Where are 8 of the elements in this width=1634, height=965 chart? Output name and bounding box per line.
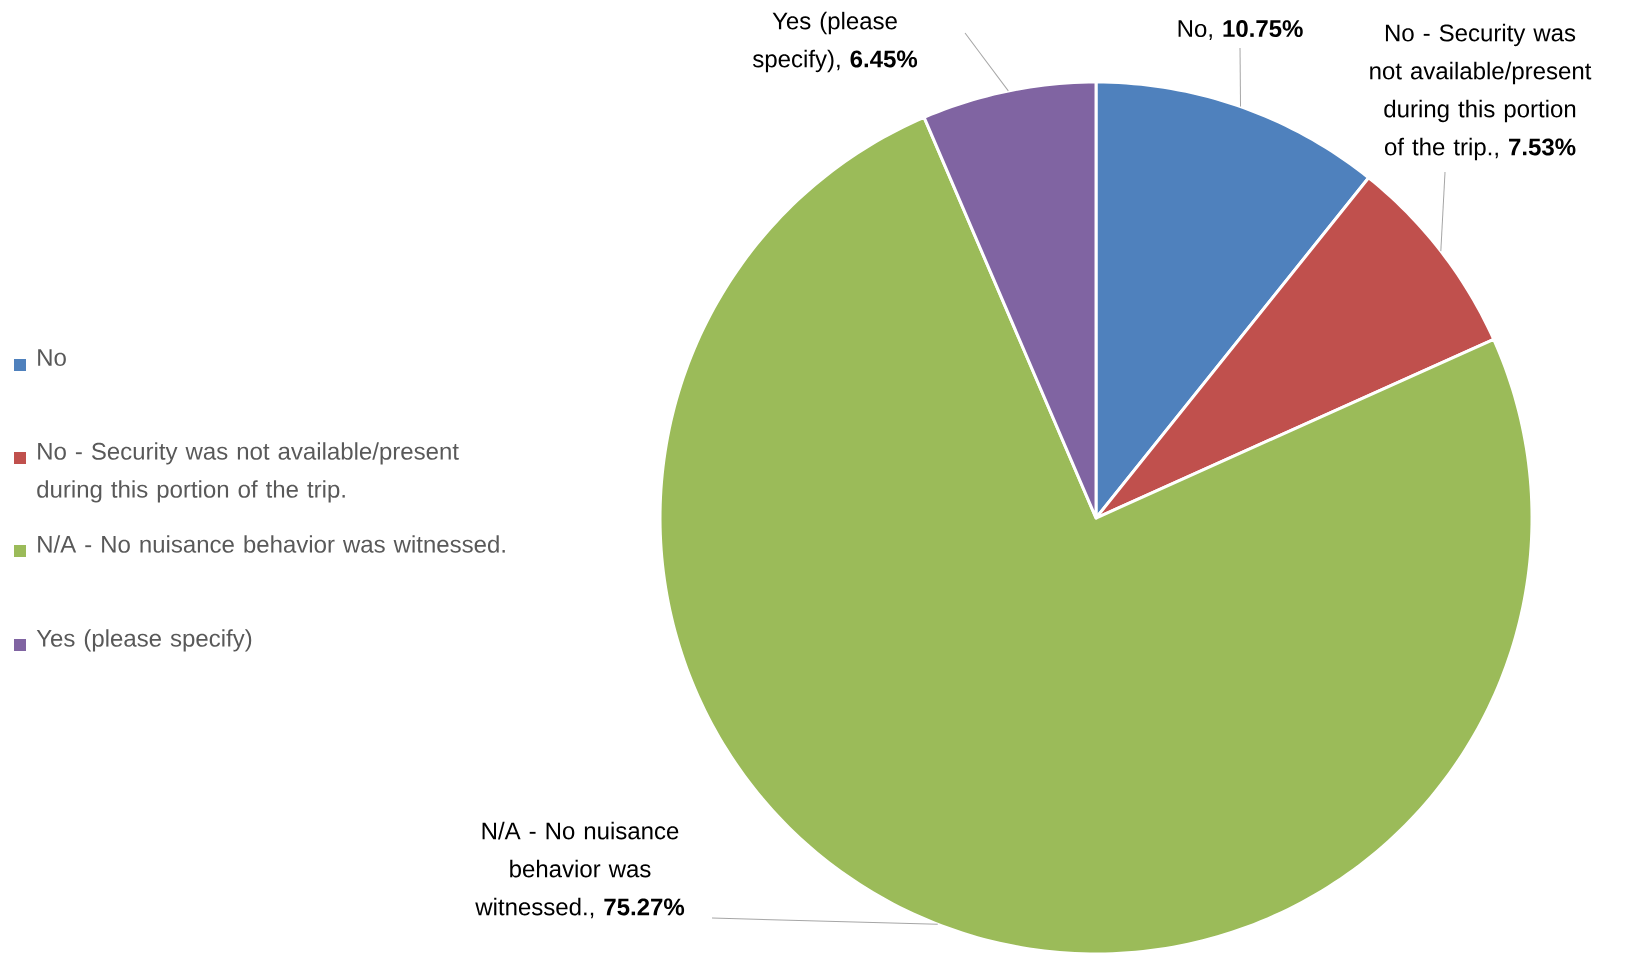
data-label: No, 10.75%: [1178, 20, 1303, 40]
legend-label: No - Security was not available/present during this portion of the trip.: [37, 442, 459, 503]
legend-label: N/A - No nuisance behavior was witnessed.: [38, 535, 505, 553]
legend-label: No: [38, 349, 66, 366]
data-label: Yes (please specify), 6.45%: [752, 11, 918, 73]
data-label: No - Security was not available/present during this portion of the trip., 7.53%: [1370, 23, 1592, 161]
data-label: N/A - No nuisance behavior was witnessed., 75.27%: [475, 821, 685, 919]
legend-label: Yes (please specify): [36, 629, 252, 652]
